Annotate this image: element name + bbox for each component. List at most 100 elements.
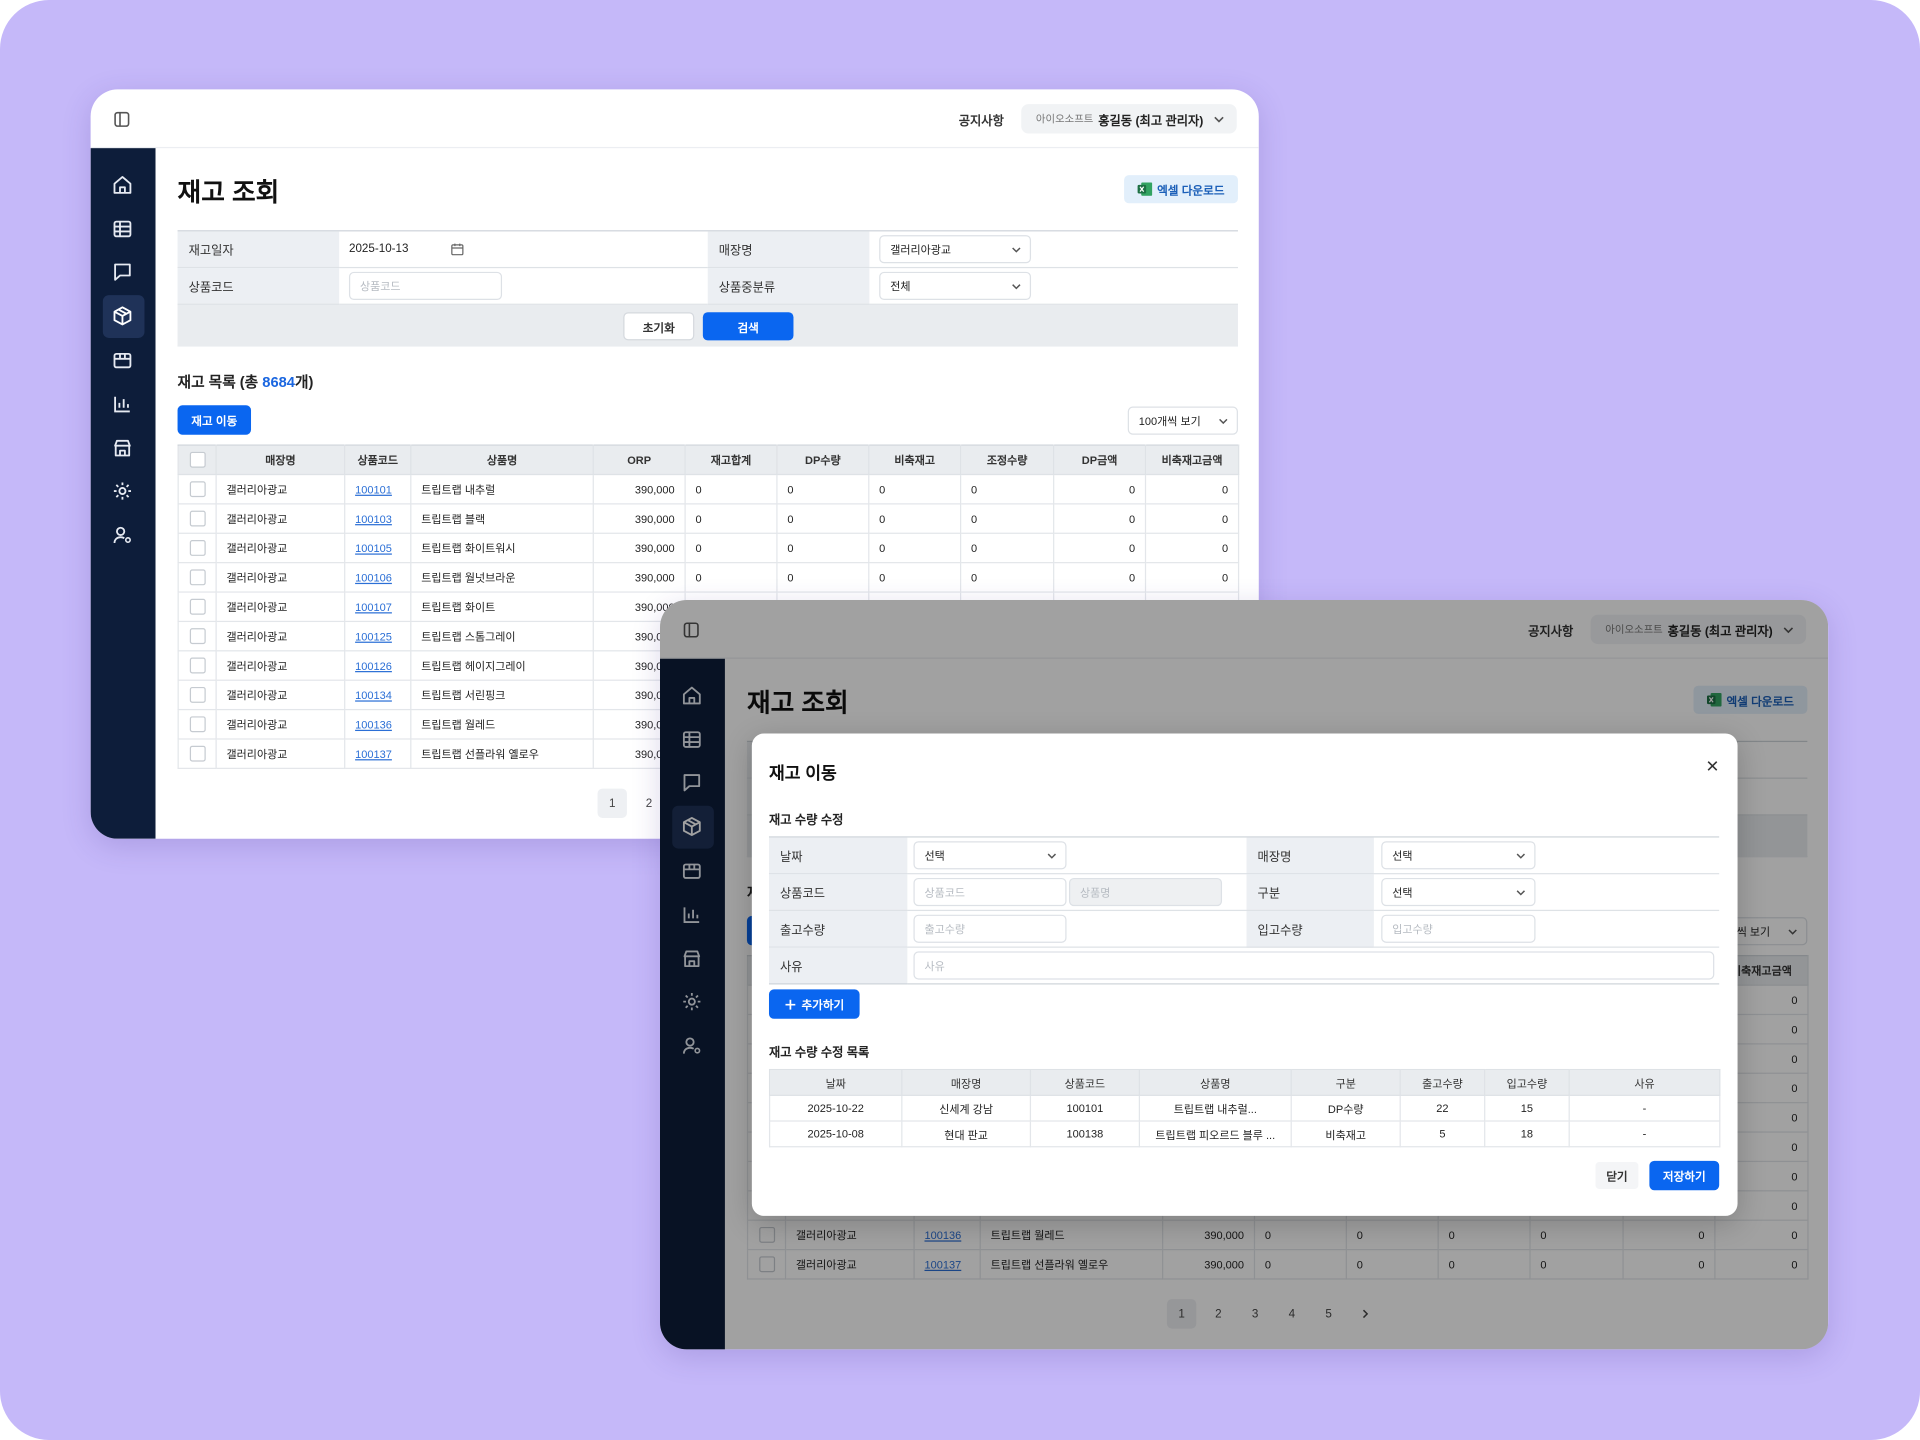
menu-table[interactable] xyxy=(681,729,703,751)
table-cell: 트립트랩 내추럴 xyxy=(410,473,594,505)
product-code-link[interactable]: 100136 xyxy=(344,708,412,740)
product-code-link[interactable]: 100103 xyxy=(344,503,412,534)
category-select[interactable]: 전체 xyxy=(879,271,1032,301)
menu-message[interactable] xyxy=(681,771,703,793)
table-cell: 5 xyxy=(1399,1120,1486,1148)
table-cell: 0 xyxy=(1053,473,1147,505)
table-cell: 0 xyxy=(776,473,870,505)
type-select[interactable]: 선택 xyxy=(1381,877,1536,907)
store-select[interactable]: 선택 xyxy=(1381,841,1536,870)
checkbox[interactable] xyxy=(189,686,206,703)
menu-package[interactable] xyxy=(681,860,703,882)
product-code-link[interactable]: 100137 xyxy=(913,1248,981,1280)
table-cell: 갤러리아광교 xyxy=(215,620,346,652)
in-qty-input[interactable]: 입고수량 xyxy=(1381,914,1536,943)
page-button[interactable]: 4 xyxy=(1288,1307,1296,1321)
add-button[interactable]: 추가하기 xyxy=(768,989,860,1019)
calendar-icon[interactable] xyxy=(451,242,464,256)
reset-button[interactable]: 초기화 xyxy=(623,312,695,341)
menu-stats[interactable] xyxy=(681,904,703,926)
table-cell: 390,000 xyxy=(592,473,686,505)
menu-users[interactable] xyxy=(111,524,133,546)
notice-link[interactable]: 공지사항 xyxy=(1528,625,1574,640)
excel-download-button[interactable]: 엑셀 다운로드 xyxy=(1124,175,1238,204)
checkbox[interactable] xyxy=(189,510,206,527)
user-name: 홍길동 (최고 관리자) xyxy=(1667,625,1773,639)
filter-label: 상품중분류 xyxy=(707,268,870,305)
list-title: 재고 목록 (총 8684개) xyxy=(178,371,314,392)
page-button[interactable]: 1 xyxy=(597,788,627,818)
checkbox[interactable] xyxy=(189,628,206,645)
chevron xyxy=(1362,1309,1369,1319)
menu-settings[interactable] xyxy=(111,480,133,502)
checkbox[interactable] xyxy=(189,540,206,556)
checkbox[interactable] xyxy=(758,1226,775,1243)
row-select xyxy=(177,738,217,769)
product-code-link[interactable]: 100126 xyxy=(344,650,412,681)
page-size-select[interactable]: 100개씩 보기 xyxy=(1127,406,1238,435)
menu-stats[interactable] xyxy=(111,393,133,415)
checkbox[interactable] xyxy=(758,1256,775,1273)
reason-input[interactable]: 사유 xyxy=(913,951,1715,980)
product-code-input[interactable]: 상품코드 xyxy=(913,877,1067,907)
checkbox[interactable] xyxy=(189,481,206,498)
store-select[interactable]: 갤러리아광교 xyxy=(879,235,1032,264)
page-button[interactable]: 2 xyxy=(645,796,653,811)
product-code-input[interactable]: 상품코드 xyxy=(348,271,503,301)
checkbox[interactable] xyxy=(189,451,206,468)
menu-message[interactable] xyxy=(111,261,133,283)
column-header: 구분 xyxy=(1290,1068,1401,1096)
close-icon[interactable] xyxy=(1707,760,1718,771)
product-code-link[interactable]: 100106 xyxy=(344,562,412,593)
menu-package[interactable] xyxy=(111,349,133,371)
menu-store[interactable] xyxy=(681,948,703,970)
form-cell: 선택 xyxy=(1373,874,1720,912)
date-select[interactable]: 선택 xyxy=(913,841,1067,870)
sidebar xyxy=(660,658,725,1350)
user-menu[interactable]: 아이오소프트 홍길동 (최고 관리자) xyxy=(1590,614,1807,645)
next-page-button[interactable] xyxy=(1351,1299,1380,1328)
page-button[interactable]: 3 xyxy=(1251,1307,1259,1321)
filter-label: 재고일자 xyxy=(177,231,340,269)
menu-home[interactable] xyxy=(681,684,703,706)
date-value[interactable]: 2025-10-13 xyxy=(348,242,409,256)
menu-settings[interactable] xyxy=(681,991,703,1013)
chevron xyxy=(1219,418,1228,424)
move-stock-button[interactable]: 재고 이동 xyxy=(177,405,252,435)
table-cell: 트립트랩 월레드 xyxy=(410,708,594,740)
page-button[interactable]: 2 xyxy=(1215,1307,1222,1321)
row-select xyxy=(177,503,217,534)
checkbox[interactable] xyxy=(189,745,206,762)
table-cell: 15 xyxy=(1484,1094,1570,1122)
menu-inventory[interactable] xyxy=(681,816,703,838)
checkbox[interactable] xyxy=(189,569,206,586)
menu-home[interactable] xyxy=(111,174,133,196)
checkbox[interactable] xyxy=(189,657,206,674)
notice-link[interactable]: 공지사항 xyxy=(958,115,1004,129)
page-button[interactable]: 5 xyxy=(1325,1307,1332,1321)
menu-inventory[interactable] xyxy=(111,305,133,327)
user-menu[interactable]: 아이오소프트 홍길동 (최고 관리자) xyxy=(1021,104,1237,134)
save-button[interactable]: 저장하기 xyxy=(1649,1160,1720,1191)
product-code-link[interactable]: 100101 xyxy=(344,473,412,505)
out-qty-input[interactable]: 출고수량 xyxy=(913,914,1067,943)
product-code-link[interactable]: 100134 xyxy=(344,679,412,711)
menu-store[interactable] xyxy=(111,437,133,459)
product-code-link[interactable]: 100105 xyxy=(344,532,412,564)
checkbox[interactable] xyxy=(189,598,206,615)
menu-table[interactable] xyxy=(111,218,133,240)
excel-download-button[interactable]: 엑셀 다운로드 xyxy=(1693,685,1808,714)
sidebar-toggle[interactable] xyxy=(683,622,699,638)
checkbox[interactable] xyxy=(189,716,206,733)
menu-users[interactable] xyxy=(681,1035,703,1057)
sidebar-toggle[interactable] xyxy=(114,111,130,127)
close-button[interactable]: 닫기 xyxy=(1594,1160,1640,1191)
search-button[interactable]: 검색 xyxy=(702,312,794,341)
page-button[interactable]: 1 xyxy=(1166,1299,1197,1329)
product-code-link[interactable]: 100107 xyxy=(344,591,412,623)
product-code-link[interactable]: 100125 xyxy=(344,620,412,652)
table-cell: 22 xyxy=(1399,1094,1486,1122)
select-all[interactable] xyxy=(177,444,217,476)
product-code-link[interactable]: 100137 xyxy=(344,738,412,769)
